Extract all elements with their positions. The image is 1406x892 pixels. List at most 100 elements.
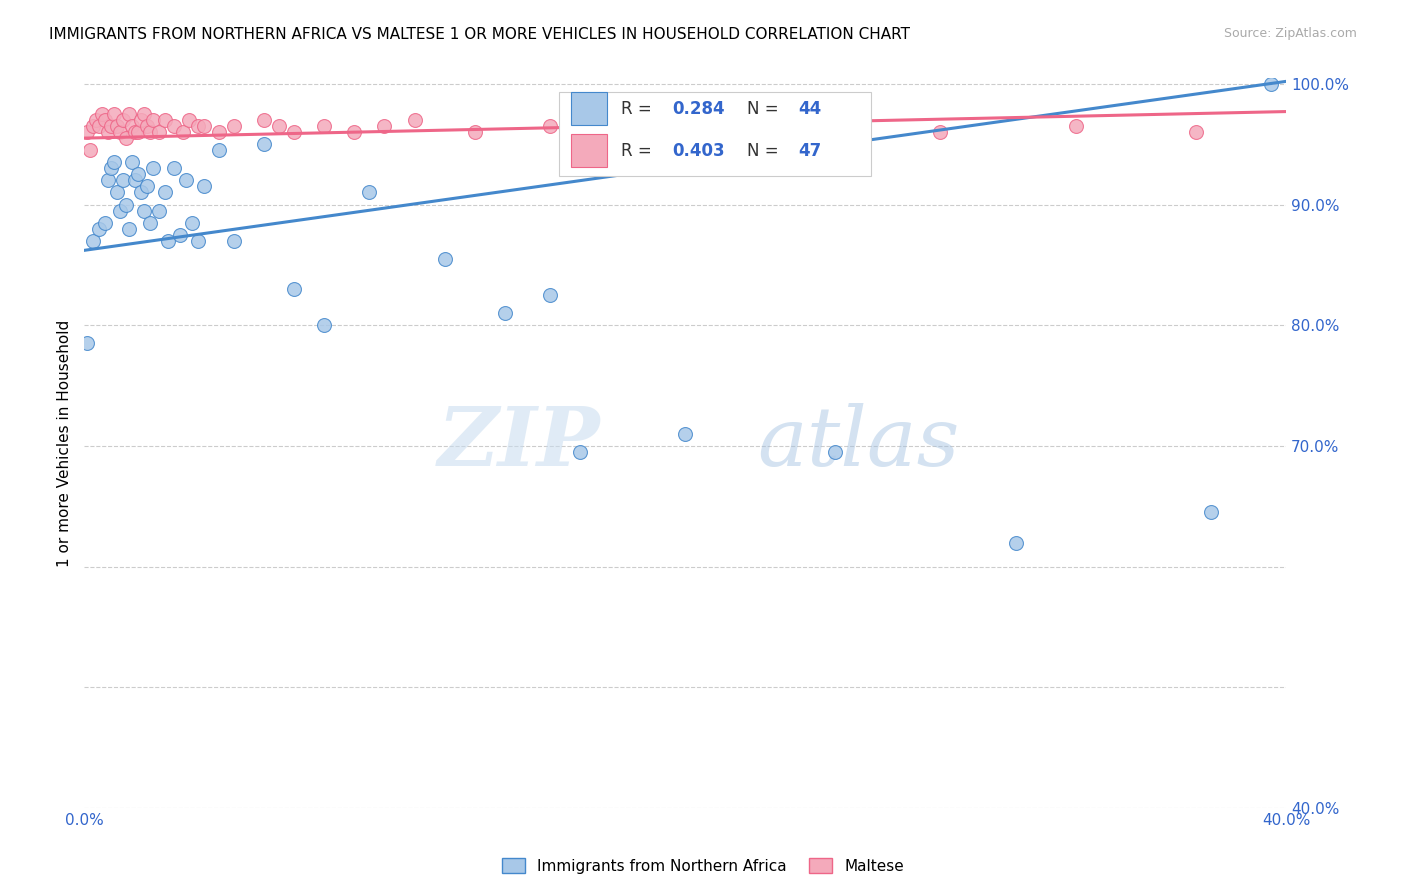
Text: 0.284: 0.284: [672, 100, 724, 118]
Point: [673, 426, 696, 441]
Point: [82, 119, 104, 133]
FancyBboxPatch shape: [558, 93, 872, 177]
Point: [187, 119, 209, 133]
Point: [1064, 119, 1087, 133]
Point: [127, 167, 149, 181]
Point: [105, 119, 128, 133]
Point: [84, 113, 107, 128]
Point: [1199, 505, 1222, 519]
Point: [157, 234, 180, 248]
Point: [172, 125, 194, 139]
Point: [82, 234, 104, 248]
FancyBboxPatch shape: [571, 134, 607, 167]
Text: 47: 47: [799, 142, 821, 160]
Point: [121, 119, 143, 133]
Point: [139, 216, 162, 230]
Point: [404, 113, 426, 128]
Point: [253, 137, 276, 152]
Point: [142, 113, 165, 128]
Point: [97, 125, 120, 139]
Point: [174, 173, 197, 187]
Point: [359, 186, 381, 200]
Point: [129, 113, 152, 128]
Point: [118, 107, 141, 121]
Point: [148, 125, 170, 139]
Point: [163, 161, 186, 176]
Point: [181, 216, 204, 230]
Point: [132, 203, 155, 218]
Text: Source: ZipAtlas.com: Source: ZipAtlas.com: [1223, 27, 1357, 40]
Point: [132, 107, 155, 121]
Point: [112, 113, 135, 128]
Point: [79, 143, 101, 157]
Point: [314, 318, 336, 333]
Point: [153, 113, 176, 128]
Point: [373, 119, 395, 133]
Point: [100, 119, 122, 133]
Point: [108, 125, 131, 139]
Text: ZIP: ZIP: [439, 403, 600, 483]
Point: [208, 143, 231, 157]
Point: [208, 125, 231, 139]
Point: [127, 125, 149, 139]
Point: [179, 113, 201, 128]
Point: [1260, 77, 1282, 91]
Point: [105, 186, 128, 200]
Point: [929, 125, 952, 139]
Point: [87, 119, 110, 133]
FancyBboxPatch shape: [571, 92, 607, 125]
Point: [314, 119, 336, 133]
Point: [824, 445, 846, 459]
Point: [142, 161, 165, 176]
Point: [76, 125, 98, 139]
Text: N =: N =: [748, 100, 785, 118]
Text: 0.403: 0.403: [672, 142, 724, 160]
Point: [1004, 535, 1026, 549]
Point: [108, 203, 131, 218]
Point: [136, 179, 159, 194]
Point: [538, 288, 561, 302]
Point: [568, 445, 591, 459]
Point: [148, 203, 170, 218]
Point: [103, 107, 125, 121]
Point: [129, 186, 152, 200]
Point: [153, 186, 176, 200]
Point: [187, 234, 209, 248]
Point: [121, 155, 143, 169]
Point: [115, 131, 138, 145]
Point: [283, 282, 305, 296]
Point: [193, 179, 215, 194]
Text: N =: N =: [748, 142, 785, 160]
Point: [136, 119, 159, 133]
Point: [538, 119, 561, 133]
Y-axis label: 1 or more Vehicles in Household: 1 or more Vehicles in Household: [58, 319, 72, 566]
Point: [103, 155, 125, 169]
Text: IMMIGRANTS FROM NORTHERN AFRICA VS MALTESE 1 OR MORE VEHICLES IN HOUSEHOLD CORRE: IMMIGRANTS FROM NORTHERN AFRICA VS MALTE…: [49, 27, 910, 42]
Text: 44: 44: [799, 100, 821, 118]
Point: [734, 125, 756, 139]
Point: [87, 221, 110, 235]
Point: [118, 221, 141, 235]
Point: [464, 125, 486, 139]
Point: [115, 197, 138, 211]
Point: [839, 119, 862, 133]
Point: [343, 125, 366, 139]
Point: [100, 161, 122, 176]
Point: [169, 227, 191, 242]
Point: [139, 125, 162, 139]
Point: [91, 107, 114, 121]
Text: atlas: atlas: [756, 403, 959, 483]
Point: [494, 306, 516, 320]
Point: [94, 113, 117, 128]
Point: [124, 173, 146, 187]
Point: [1185, 125, 1208, 139]
Point: [253, 113, 276, 128]
Point: [124, 125, 146, 139]
Point: [224, 119, 246, 133]
Point: [112, 173, 135, 187]
Point: [613, 125, 636, 139]
Point: [283, 125, 305, 139]
Point: [193, 119, 215, 133]
Point: [224, 234, 246, 248]
Point: [76, 336, 98, 351]
